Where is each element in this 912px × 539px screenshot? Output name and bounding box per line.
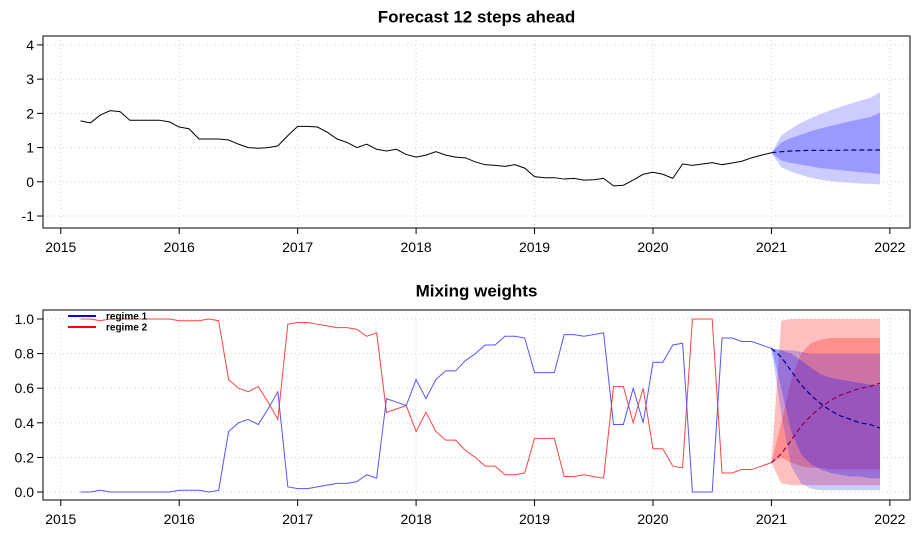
x-tick-label: 2021 (756, 239, 787, 255)
x-tick-label: 2022 (874, 511, 905, 527)
x-tick-label: 2020 (637, 239, 668, 255)
forecast-band (771, 348, 881, 491)
x-tick-label: 2016 (164, 239, 195, 255)
forecast-band (771, 318, 881, 486)
x-tick-label: 2015 (45, 511, 76, 527)
legend-label: regime 2 (106, 323, 148, 334)
x-tick-label: 2016 (164, 511, 195, 527)
y-tick-label: 2 (26, 105, 34, 121)
x-tick-label: 2021 (756, 511, 787, 527)
x-tick-label: 2020 (637, 511, 668, 527)
x-tick-label: 2018 (401, 239, 432, 255)
chart-title: Mixing weights (416, 281, 538, 300)
x-tick-label: 2019 (519, 511, 550, 527)
x-tick-label: 2015 (45, 239, 76, 255)
x-tick-label: 2018 (401, 511, 432, 527)
y-tick-label: -1 (22, 208, 35, 224)
y-tick-label: 0.6 (15, 380, 35, 396)
x-tick-label: 2022 (874, 239, 905, 255)
forecast-mean (771, 382, 881, 464)
y-tick-label: 0.8 (15, 346, 35, 362)
y-tick-label: 4 (26, 37, 34, 53)
chart-title: Forecast 12 steps ahead (378, 7, 575, 26)
y-tick-label: 0 (26, 174, 34, 190)
forecast-mean (771, 149, 881, 154)
legend-label: regime 1 (106, 312, 148, 323)
x-tick-label: 2017 (282, 239, 313, 255)
data-line (80, 332, 772, 493)
y-tick-label: 1 (26, 140, 34, 156)
y-tick-label: 0.4 (15, 415, 35, 431)
x-tick-label: 2019 (519, 239, 550, 255)
y-tick-label: 0.0 (15, 484, 35, 500)
plot-frame (42, 309, 911, 501)
x-tick-label: 2017 (282, 511, 313, 527)
y-tick-label: 1.0 (15, 311, 35, 327)
data-line (80, 110, 772, 187)
plot-frame (42, 35, 911, 229)
forecast-band (771, 112, 881, 175)
data-line (80, 318, 772, 479)
y-tick-label: 0.2 (15, 449, 35, 465)
forecast-mean (771, 347, 881, 429)
y-tick-label: 3 (26, 71, 34, 87)
